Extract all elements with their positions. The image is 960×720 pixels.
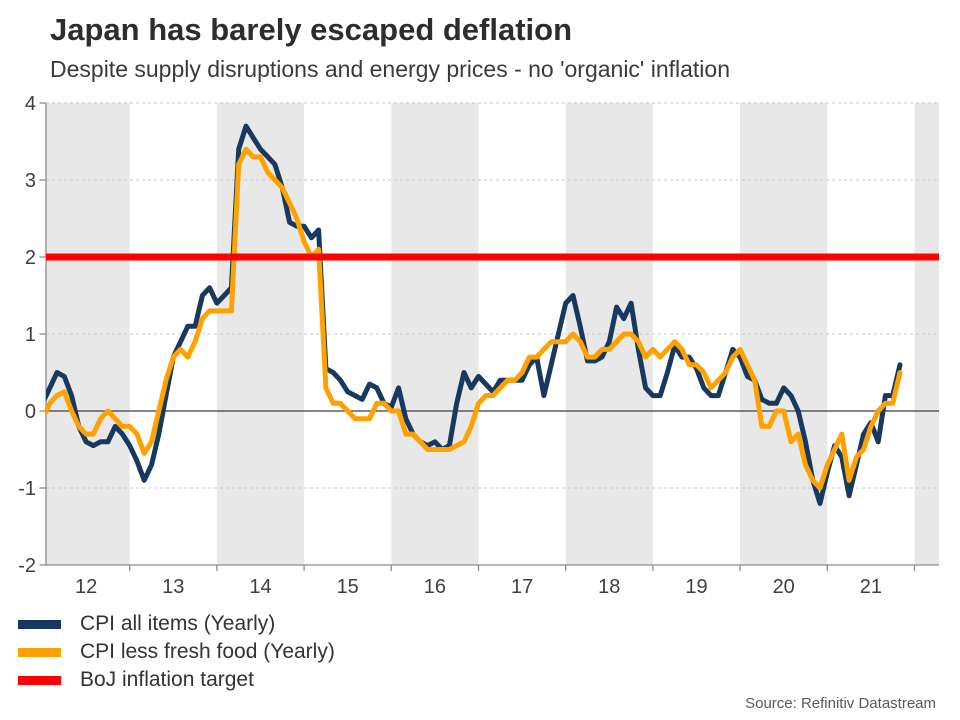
y-axis-label: 1 — [25, 324, 36, 346]
x-axis-label: 12 — [75, 576, 97, 598]
legend-swatch-boj-target — [18, 675, 61, 685]
legend-item-boj-target: BoJ inflation target — [18, 666, 335, 694]
x-axis-label: 18 — [598, 576, 620, 598]
legend: CPI all items (Yearly) CPI less fresh fo… — [18, 610, 335, 694]
x-axis-label: 17 — [511, 576, 533, 598]
y-axis-label: 3 — [25, 170, 36, 192]
x-axis-label: 13 — [162, 576, 184, 598]
y-axis-label: -1 — [18, 478, 36, 500]
x-axis-label: 16 — [424, 576, 446, 598]
legend-label-boj-target: BoJ inflation target — [80, 668, 254, 691]
x-axis-label: 21 — [860, 576, 882, 598]
x-axis-label: 19 — [685, 576, 707, 598]
legend-item-cpi-all-items: CPI all items (Yearly) — [18, 610, 335, 638]
page-title: Japan has barely escaped deflation — [50, 12, 573, 47]
x-axis-label: 14 — [249, 576, 271, 598]
series-line-cpi-less-fresh-food — [46, 146, 903, 491]
x-axis-label: 15 — [337, 576, 359, 598]
x-axis-label: 20 — [773, 576, 795, 598]
year-band — [216, 103, 305, 565]
legend-item-cpi-less-fresh-food: CPI less fresh food (Yearly) — [18, 638, 335, 666]
y-axis-label: 2 — [25, 247, 36, 269]
page-subtitle: Despite supply disruptions and energy pr… — [50, 56, 730, 82]
y-axis-label: -2 — [18, 555, 36, 577]
y-axis-label: 4 — [25, 93, 36, 115]
legend-swatch-cpi-less-fresh-food — [18, 647, 61, 657]
y-axis-label: 0 — [25, 401, 36, 423]
year-band — [391, 103, 479, 565]
source-note: Source: Refinitiv Datastream — [745, 695, 936, 712]
legend-label-cpi-all-items: CPI all items (Yearly) — [80, 612, 276, 635]
legend-label-cpi-less-fresh-food: CPI less fresh food (Yearly) — [80, 640, 335, 663]
legend-swatch-cpi-all-items — [18, 619, 61, 629]
